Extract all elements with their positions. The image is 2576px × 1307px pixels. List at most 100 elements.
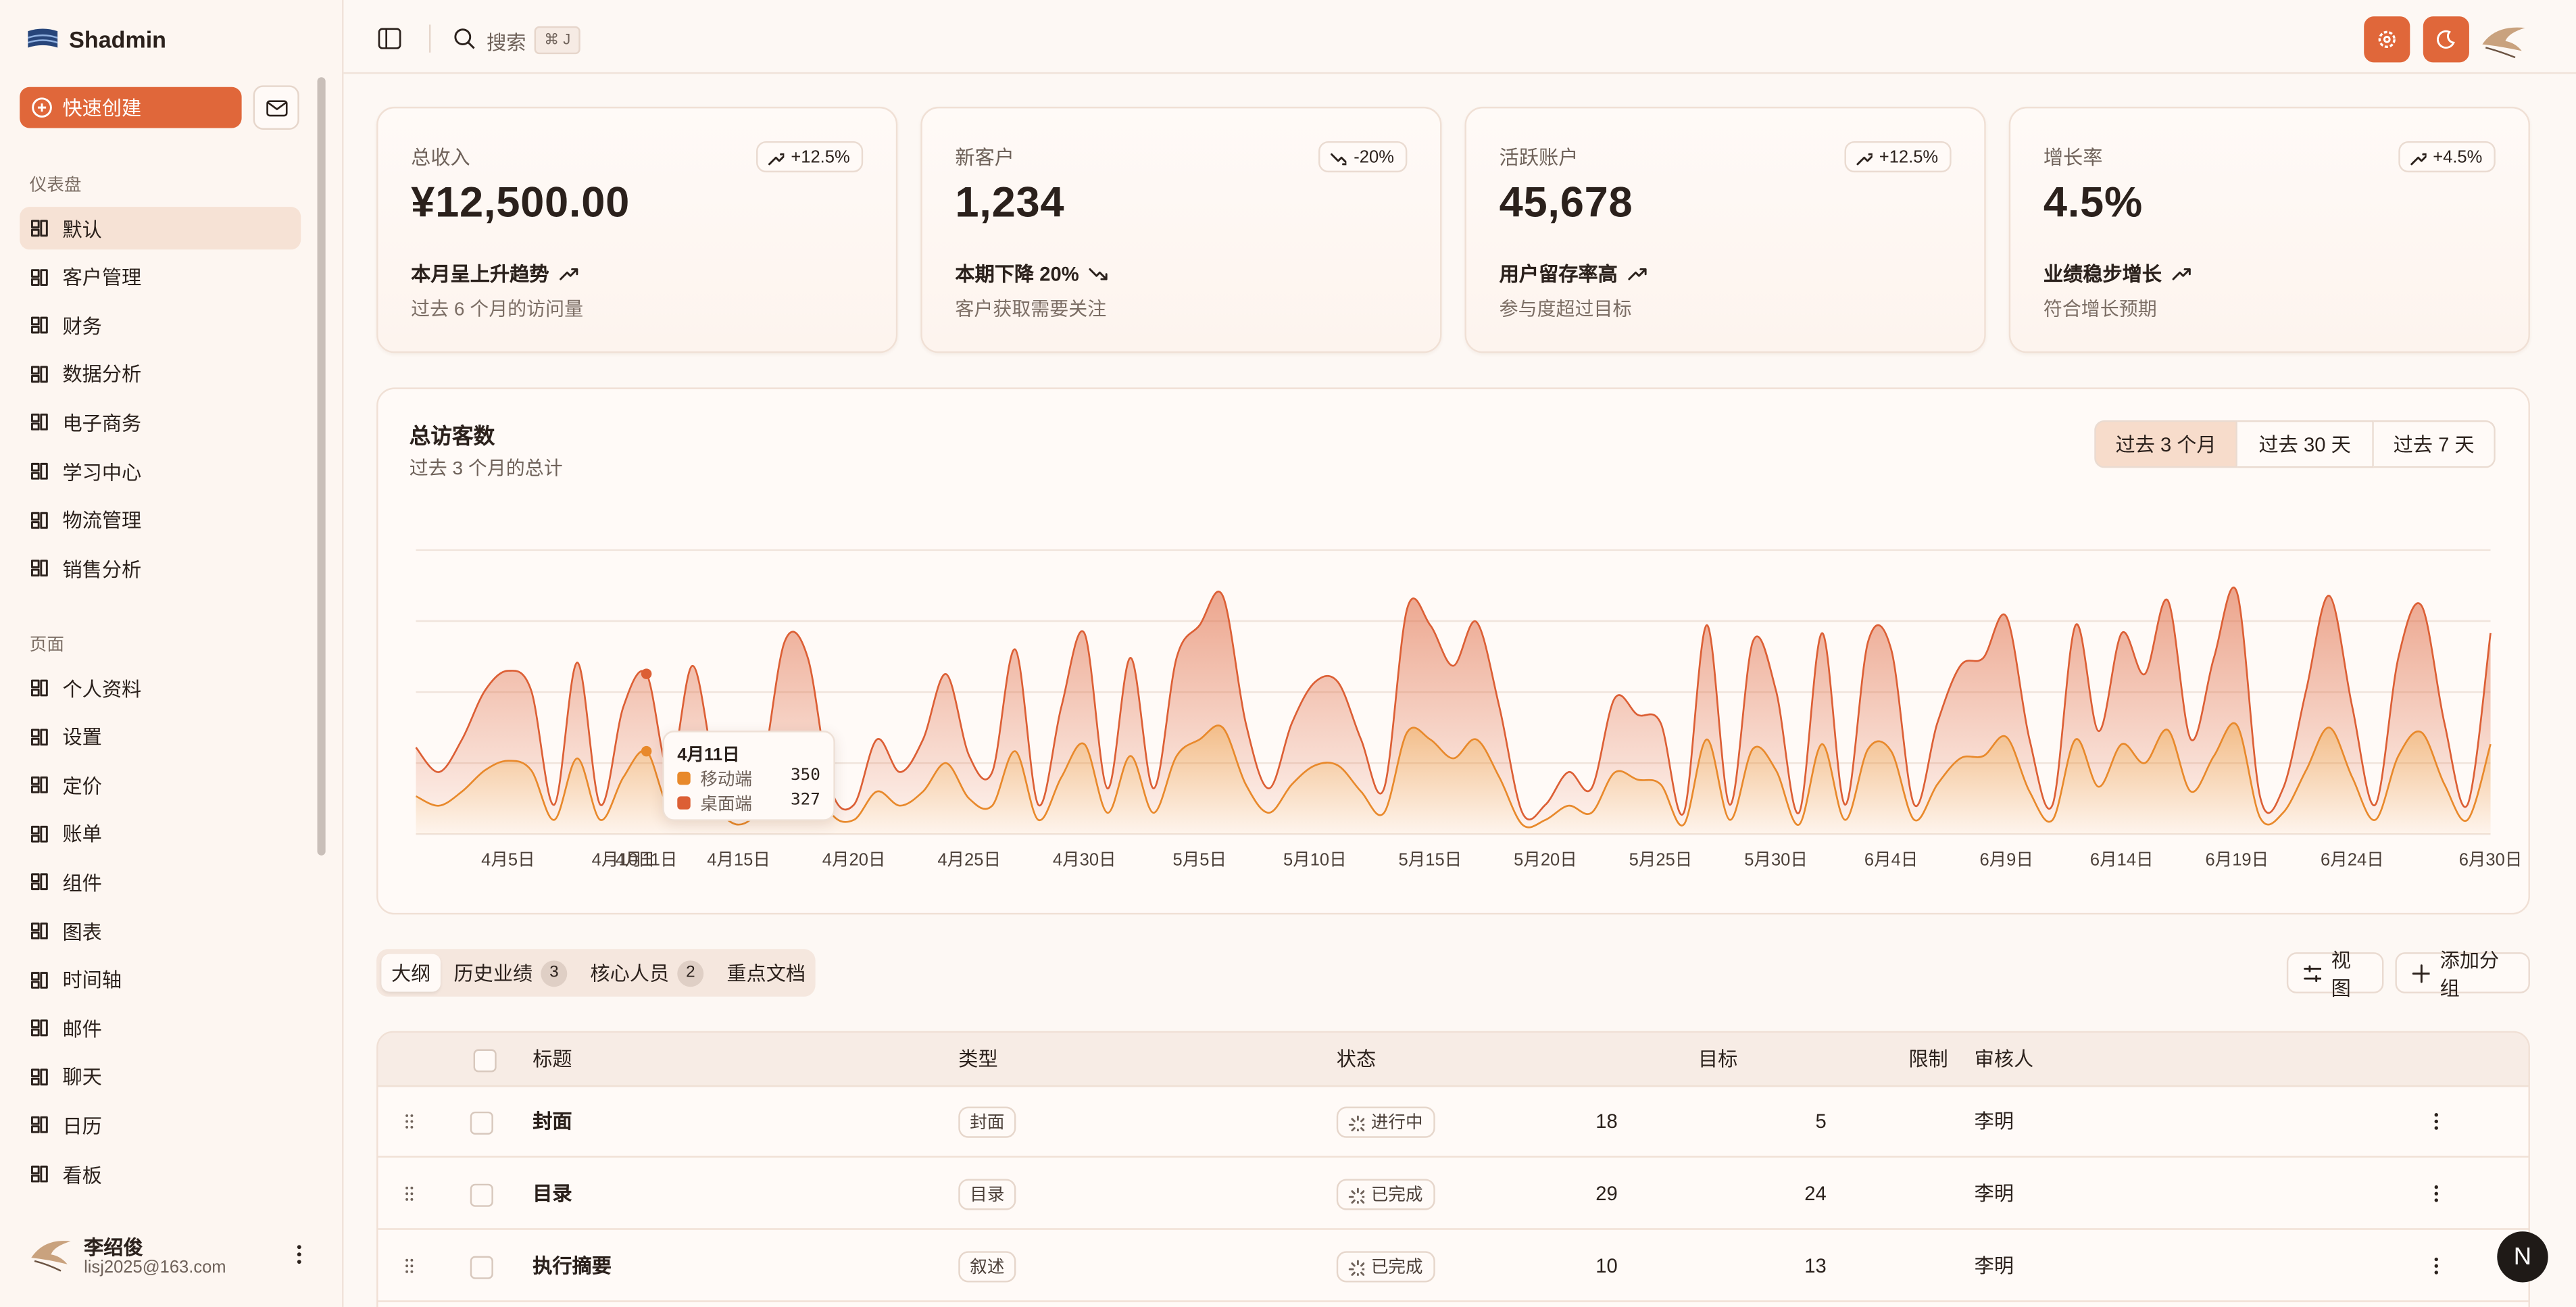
row-title: 封面	[532, 1110, 572, 1133]
legend-swatch	[677, 771, 691, 785]
trend-text: 本月呈上升趋势	[411, 262, 549, 286]
trend-icon	[2172, 267, 2191, 280]
action-label: 视图	[2331, 948, 2351, 1000]
nav-item[interactable]: 财务	[20, 304, 301, 347]
badge-text: +12.5%	[791, 147, 850, 167]
status-badge: 进行中	[1336, 1106, 1435, 1138]
nav-item[interactable]: 默认	[20, 207, 301, 250]
nav-item[interactable]: 电子商务	[20, 401, 301, 444]
settings-button[interactable]	[2364, 16, 2410, 63]
badge-icon	[2410, 152, 2427, 165]
search-input[interactable]: 搜索	[487, 31, 526, 55]
tooltip-title: 4月11日	[677, 745, 740, 766]
plus-icon	[32, 97, 52, 118]
card-title: 总收入	[411, 146, 470, 170]
nav-item[interactable]: 销售分析	[20, 547, 301, 590]
card-value: 4.5%	[2043, 177, 2143, 227]
tab[interactable]: 历史业绩 3	[444, 954, 577, 992]
row-checkbox[interactable]	[470, 1183, 493, 1207]
row-menu[interactable]	[2433, 1184, 2439, 1204]
user-name: 李绍俊	[84, 1236, 143, 1260]
range-option[interactable]: 过去 30 天	[2237, 420, 2374, 468]
range-option[interactable]: 过去 3 个月	[2094, 420, 2237, 468]
nav-item[interactable]: 组件	[20, 861, 301, 904]
row-menu[interactable]	[2433, 1256, 2439, 1276]
type-badge: 目录	[958, 1179, 1016, 1210]
user-menu[interactable]	[294, 1243, 304, 1266]
handle-dot	[405, 1114, 409, 1117]
header-checkbox[interactable]	[473, 1049, 497, 1072]
menu-dot	[2434, 1185, 2438, 1189]
row-menu[interactable]	[2433, 1112, 2439, 1131]
column-header: 目标	[1698, 1047, 1738, 1071]
nav-item[interactable]: 账单	[20, 812, 301, 855]
status-badge: 已完成	[1336, 1179, 1435, 1210]
nav-item[interactable]: 图表	[20, 910, 301, 952]
x-tick-label: 6月24日	[2321, 850, 2384, 869]
handle-dot	[405, 1264, 409, 1268]
row-checkbox[interactable]	[470, 1256, 493, 1279]
x-tick-label: 6月30日	[2459, 850, 2523, 869]
drag-handle[interactable]	[404, 1113, 414, 1129]
card-note: 参与度超过目标	[1499, 300, 1632, 320]
nav-item[interactable]: 个人资料	[20, 666, 301, 709]
quick-create-button[interactable]: 快速创建	[20, 87, 242, 128]
tab-count: 2	[677, 960, 704, 986]
tab[interactable]: 重点文档	[717, 954, 816, 992]
tab[interactable]: 大纲	[381, 954, 441, 992]
divider	[428, 24, 431, 53]
row-checkbox[interactable]	[470, 1111, 493, 1135]
nav-icon	[30, 462, 48, 480]
nav-icon-path	[30, 220, 48, 237]
nav-icon	[30, 1116, 48, 1134]
nav-icon-path	[30, 560, 48, 577]
handle-dot	[405, 1198, 409, 1201]
stat-card: 总收入 +12.5% ¥12,500.00 本月呈上升趋势 过去 6 个月的访问量	[376, 106, 898, 353]
row-title: 执行摘要	[532, 1254, 612, 1278]
card-trend: 本月呈上升趋势	[411, 260, 578, 287]
nav-item[interactable]: 邮件	[20, 1007, 301, 1050]
range-option[interactable]: 过去 7 天	[2373, 420, 2496, 468]
nav-item[interactable]: 设置	[20, 715, 301, 758]
sidebar-toggle[interactable]	[378, 28, 401, 49]
nav-icon-path	[30, 728, 48, 745]
header-avatar[interactable]	[2479, 18, 2529, 61]
nav-item[interactable]: 聊天	[20, 1056, 301, 1098]
nav-icon-path	[30, 317, 48, 334]
handle-dot	[405, 1125, 409, 1129]
action-button[interactable]: 添加分组	[2395, 948, 2530, 999]
nav-icon	[30, 414, 48, 431]
nav-icon-path	[30, 971, 48, 988]
status-text: 已完成	[1370, 1185, 1423, 1206]
action-button[interactable]: 视图	[2286, 948, 2384, 999]
menu-dot	[2434, 1119, 2438, 1124]
nav-item[interactable]: 客户管理	[20, 255, 301, 298]
x-tick-label: 5月10日	[1283, 850, 1347, 869]
nav-item[interactable]: 定价	[20, 764, 301, 806]
nav-item-label: 个人资料	[62, 677, 142, 701]
handle-dot	[410, 1186, 414, 1189]
card-value: 1,234	[955, 177, 1065, 227]
reviewer: 李明	[1974, 1110, 2014, 1133]
trend-icon-path	[2172, 267, 2191, 280]
nav-item[interactable]: 看板	[20, 1153, 301, 1195]
nav-item-label: 数据分析	[62, 363, 142, 387]
fab-button[interactable]: N	[2497, 1231, 2548, 1283]
nav-icon	[30, 1165, 48, 1183]
card-trend: 用户留存率高	[1500, 260, 1648, 287]
nav-item[interactable]: 学习中心	[20, 450, 301, 493]
drag-handle[interactable]	[404, 1185, 414, 1202]
nav-item[interactable]: 物流管理	[20, 499, 301, 541]
theme-button[interactable]	[2423, 16, 2469, 63]
number-cell: 10	[1595, 1254, 1618, 1278]
nav-icon-path	[30, 1116, 48, 1134]
nav-item-label: 日历	[62, 1114, 102, 1138]
nav-item[interactable]: 时间轴	[20, 958, 301, 1001]
column-header: 限制	[1908, 1047, 1948, 1071]
tab[interactable]: 核心人员 2	[580, 954, 714, 992]
nav-item[interactable]: 日历	[20, 1104, 301, 1147]
nav-item[interactable]: 数据分析	[20, 353, 301, 395]
inbox-button[interactable]	[253, 85, 299, 130]
drag-handle[interactable]	[404, 1258, 414, 1274]
